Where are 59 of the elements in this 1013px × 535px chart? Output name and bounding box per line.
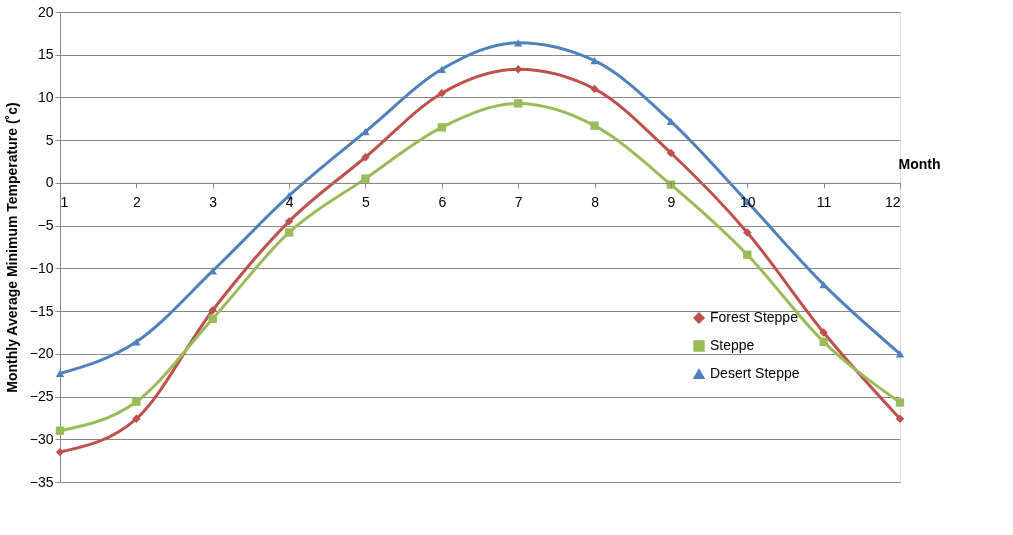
point xyxy=(590,57,599,65)
point xyxy=(514,99,523,108)
point xyxy=(819,337,828,347)
point xyxy=(284,228,294,237)
point xyxy=(895,414,905,423)
y-tick-label: 5 xyxy=(45,131,54,148)
point xyxy=(132,397,141,406)
y-tick-label: −10 xyxy=(29,259,54,276)
point xyxy=(361,153,370,162)
point xyxy=(437,65,446,73)
point xyxy=(55,369,65,378)
point xyxy=(208,314,217,323)
point xyxy=(361,128,370,136)
point xyxy=(895,398,905,407)
x-tick-label: 7 xyxy=(514,194,523,211)
point xyxy=(590,121,599,130)
point xyxy=(55,447,65,457)
y-tick-label: 0 xyxy=(45,174,54,191)
y-tick-label: 20 xyxy=(37,3,54,20)
point xyxy=(437,89,446,98)
point xyxy=(666,180,676,189)
x-tick-label: 4 xyxy=(285,194,294,211)
legend-label: Forest Steppe xyxy=(710,309,799,325)
point xyxy=(437,123,446,132)
x-tick-label: 6 xyxy=(438,194,447,211)
x-tick-label: 2 xyxy=(132,194,141,211)
point xyxy=(514,39,523,47)
y-axis-title: Monthly Average Minimum Temperature (˚c) xyxy=(3,102,20,393)
x-tick-label: 5 xyxy=(362,194,371,211)
point xyxy=(132,338,141,346)
y-tick-label: −35 xyxy=(29,473,54,490)
point xyxy=(743,250,752,259)
point xyxy=(514,65,523,74)
y-tick-label: 15 xyxy=(37,46,54,63)
y-tick-label: −5 xyxy=(37,217,54,234)
x-tick-label: 3 xyxy=(209,194,218,211)
x-tick-label: 12 xyxy=(884,194,901,211)
x-tick-label: 11 xyxy=(816,194,832,211)
point xyxy=(666,148,676,158)
point xyxy=(361,174,370,183)
x-tick-label: 9 xyxy=(667,194,676,211)
point xyxy=(819,328,828,337)
point xyxy=(132,414,141,423)
y-tick-label: −20 xyxy=(29,345,54,362)
y-tick-label: 10 xyxy=(37,88,54,105)
point xyxy=(819,280,828,289)
x-axis-title: Month xyxy=(898,156,941,173)
y-tick-label: −30 xyxy=(29,430,54,447)
point xyxy=(284,217,294,226)
y-tick-label: −15 xyxy=(29,302,54,319)
point xyxy=(743,228,752,237)
x-tick-label: 1 xyxy=(60,194,69,211)
point xyxy=(590,84,599,94)
x-tick-label: 8 xyxy=(591,194,600,211)
y-tick-label: −25 xyxy=(29,388,54,405)
point xyxy=(55,426,65,435)
legend-label: Steppe xyxy=(710,337,755,353)
point xyxy=(208,306,217,315)
legend-label: Desert Steppe xyxy=(710,365,800,381)
